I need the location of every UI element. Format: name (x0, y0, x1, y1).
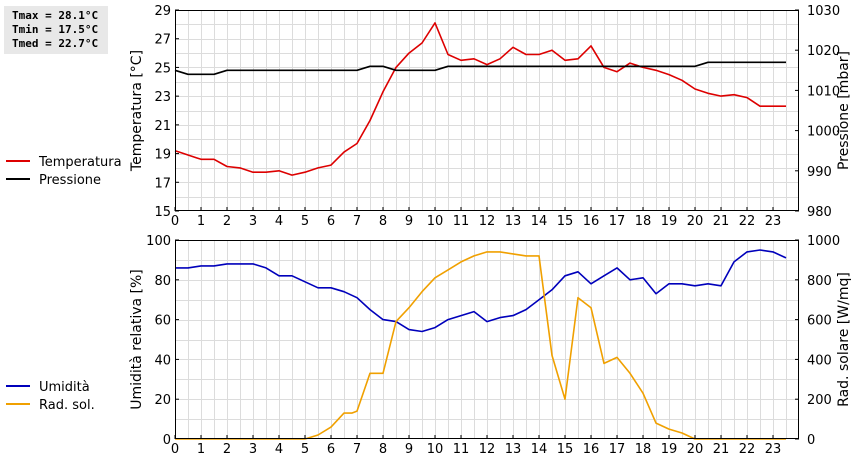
x-tick-label: 9 (405, 442, 413, 457)
x-tick-label: 19 (661, 442, 678, 457)
tmax-text: Tmax = 28.1°C (12, 9, 99, 22)
x-tick-label: 16 (583, 442, 600, 457)
x-tick-label: 23 (765, 442, 782, 457)
x-tick-label: 19 (661, 214, 678, 229)
y-tick-label: 20 (154, 393, 171, 408)
x-tick-label: 11 (453, 442, 470, 457)
x-tick-label: 14 (531, 214, 548, 229)
x-tick-label: 17 (609, 442, 626, 457)
y-tick-label: 19 (154, 148, 171, 163)
x-tick-label: 13 (505, 442, 522, 457)
x-tick-label: 2 (223, 442, 231, 457)
series-line-1-1 (174, 22, 786, 176)
y-tick-label: 27 (154, 33, 171, 48)
chart-panel-1: 0 1 2 3 4 5 6 7 8 9 10 11 12 13 14 15 16 17 18 19 20 21 22 2315… (6, 4, 852, 229)
x-tick-label: 22 (739, 442, 756, 457)
x-tick-label: 7 (353, 214, 361, 229)
plot-frame (175, 10, 799, 211)
legend-label: Temperatura (38, 155, 122, 170)
x-tick-label: 4 (275, 214, 283, 229)
x-tick-label: 14 (531, 442, 548, 457)
tmin-text: Tmin = 17.5°C (12, 23, 99, 36)
y2-tick-label: 200 (807, 393, 832, 408)
x-tick-label: 20 (687, 442, 704, 457)
x-tick-label: 10 (427, 442, 444, 457)
y2-tick-label: 980 (807, 205, 832, 220)
x-tick-label: 2 (223, 214, 231, 229)
x-tick-label: 21 (713, 442, 730, 457)
y2-tick-label: 1030 (807, 4, 840, 19)
y-tick-label: 29 (154, 4, 171, 19)
y2-tick-label: 1000 (807, 125, 840, 140)
y-tick-label: 40 (154, 353, 171, 368)
legend-label: Rad. sol. (39, 398, 95, 413)
x-tick-label: 6 (327, 214, 335, 229)
x-tick-label: 17 (609, 214, 626, 229)
y-tick-label: 21 (154, 119, 171, 134)
x-tick-label: 18 (635, 214, 652, 229)
grid (175, 240, 799, 439)
legend-label: Umidità (39, 380, 90, 395)
x-tick-label: 3 (249, 442, 257, 457)
y2-axis-label: Rad. solare [W/mq] (836, 272, 852, 407)
x-tick-label: 3 (249, 214, 257, 229)
y-tick-label: 23 (154, 90, 171, 105)
y-axis-label: Umidità relativa [%] (129, 269, 145, 410)
y-tick-label: 17 (154, 176, 171, 191)
y2-tick-label: 0 (807, 433, 815, 448)
y2-tick-label: 1000 (807, 234, 840, 249)
plot-frame (175, 240, 799, 439)
y-tick-label: 15 (154, 205, 171, 220)
x-tick-label: 0 (171, 214, 179, 229)
x-tick-label: 21 (713, 214, 730, 229)
x-tick-label: 5 (301, 442, 309, 457)
x-tick-label: 4 (275, 442, 283, 457)
y-tick-label: 60 (154, 314, 171, 329)
y2-tick-label: 1010 (807, 84, 840, 99)
x-tick-label: 11 (453, 214, 470, 229)
y-tick-label: 25 (154, 61, 171, 76)
y-tick-label: 80 (154, 274, 171, 289)
series-line-2-2 (175, 251, 786, 440)
series-line-2-1 (175, 249, 787, 333)
y-tick-label: 0 (163, 433, 171, 448)
x-tick-label: 16 (583, 214, 600, 229)
y2-tick-label: 990 (807, 165, 832, 180)
y-axis-label: Temperatura [°C] (129, 50, 145, 172)
y2-tick-label: 600 (807, 314, 832, 329)
x-tick-label: 12 (479, 442, 496, 457)
x-tick-label: 9 (405, 214, 413, 229)
x-tick-label: 18 (635, 442, 652, 457)
chart-panel-2: 0 1 2 3 4 5 6 7 8 9 10 11 12 13 14 15 16 17 18 19 20 21 22 2302… (6, 234, 852, 457)
y2-tick-label: 1020 (807, 44, 840, 59)
tmed-text: Tmed = 22.7°C (12, 37, 99, 50)
x-tick-label: 7 (353, 442, 361, 457)
stats-box: Tmax = 28.1°C Tmin = 17.5°C Tmed = 22.7°… (4, 6, 108, 54)
y2-tick-label: 400 (807, 353, 832, 368)
x-tick-label: 23 (765, 214, 782, 229)
x-tick-label: 8 (379, 442, 387, 457)
x-tick-label: 1 (197, 214, 205, 229)
x-tick-label: 12 (479, 214, 496, 229)
y2-tick-label: 800 (807, 274, 832, 289)
series-line-1-2 (174, 61, 786, 76)
y2-axis-label: Pressione [mbar] (836, 51, 852, 170)
x-tick-label: 13 (505, 214, 522, 229)
x-tick-label: 15 (557, 442, 574, 457)
x-tick-label: 10 (427, 214, 444, 229)
x-tick-label: 20 (687, 214, 704, 229)
y-tick-label: 100 (146, 234, 171, 249)
x-tick-label: 1 (197, 442, 205, 457)
x-tick-label: 15 (557, 214, 574, 229)
x-tick-label: 5 (301, 214, 309, 229)
x-tick-label: 22 (739, 214, 756, 229)
x-tick-label: 6 (327, 442, 335, 457)
legend-label: Pressione (39, 173, 101, 188)
x-tick-label: 8 (379, 214, 387, 229)
x-tick-label: 0 (171, 442, 179, 457)
grid (175, 10, 799, 211)
